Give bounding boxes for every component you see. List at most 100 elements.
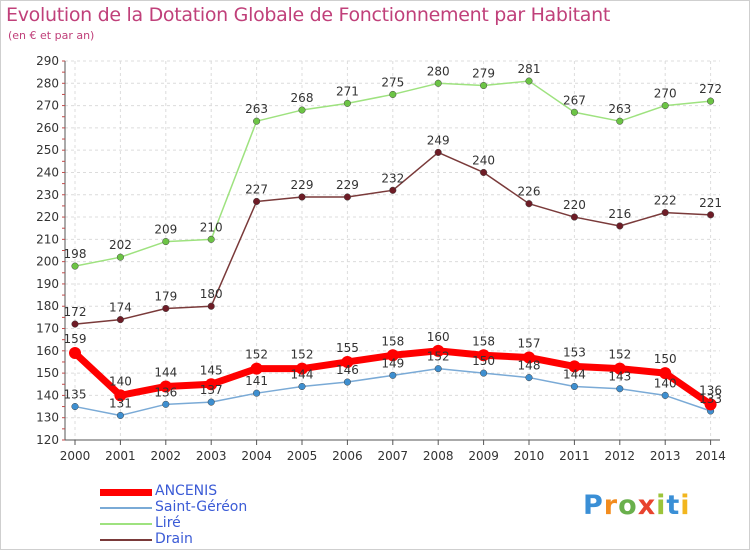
data-point bbox=[250, 362, 263, 375]
x-tick-label: 2007 bbox=[378, 449, 409, 463]
legend-swatch bbox=[100, 507, 152, 509]
data-label: 216 bbox=[608, 207, 631, 221]
data-label: 152 bbox=[245, 348, 268, 362]
data-point bbox=[341, 355, 354, 368]
data-label: 148 bbox=[518, 359, 541, 373]
data-point bbox=[389, 90, 397, 98]
y-tick-label: 140 bbox=[36, 388, 59, 402]
data-label: 159 bbox=[64, 332, 87, 346]
data-label: 144 bbox=[291, 367, 314, 381]
data-label: 144 bbox=[154, 365, 177, 379]
data-label: 131 bbox=[109, 396, 132, 410]
data-label: 267 bbox=[563, 93, 586, 107]
y-tick-label: 190 bbox=[36, 277, 59, 291]
data-label: 136 bbox=[699, 383, 722, 397]
data-point bbox=[159, 380, 172, 393]
data-label: 136 bbox=[154, 385, 177, 399]
data-label: 158 bbox=[472, 334, 495, 348]
chart-title: Evolution de la Dotation Globale de Fonc… bbox=[6, 4, 611, 26]
legend-label: Saint-Géréon bbox=[155, 499, 248, 515]
data-label: 227 bbox=[245, 182, 268, 196]
legend-item: Drain bbox=[100, 531, 340, 548]
data-label: 179 bbox=[154, 289, 177, 303]
data-label: 270 bbox=[654, 87, 677, 101]
x-tick-label: 2002 bbox=[151, 449, 182, 463]
y-tick-label: 130 bbox=[36, 411, 59, 425]
legend: ANCENIS Saint-Géréon Liré Drain bbox=[100, 483, 340, 548]
data-label: 160 bbox=[427, 330, 450, 344]
axes: 120 130 140 150 160 170 180 190 200 210 220 230 240 2… bbox=[36, 54, 726, 463]
x-tick-label: 2014 bbox=[695, 449, 726, 463]
proxiti-logo: Proxiti bbox=[583, 490, 691, 521]
legend-label: Drain bbox=[155, 531, 193, 547]
data-point bbox=[568, 360, 581, 373]
data-point bbox=[480, 168, 488, 177]
data-label: 209 bbox=[154, 223, 177, 237]
data-label: 229 bbox=[291, 178, 314, 192]
data-label: 145 bbox=[200, 363, 223, 377]
data-point bbox=[298, 106, 306, 114]
data-point bbox=[298, 382, 306, 391]
legend-swatch bbox=[100, 489, 152, 496]
data-point bbox=[253, 117, 261, 125]
x-tick-label: 2010 bbox=[514, 449, 545, 463]
data-label: 149 bbox=[381, 356, 404, 370]
data-label: 229 bbox=[336, 178, 359, 192]
data-label: 263 bbox=[245, 102, 268, 116]
data-point bbox=[480, 369, 488, 377]
data-point bbox=[207, 398, 215, 406]
data-point bbox=[525, 200, 533, 208]
data-point bbox=[434, 148, 442, 156]
data-label: 279 bbox=[472, 67, 495, 81]
data-label: 153 bbox=[563, 345, 586, 359]
legend-swatch bbox=[100, 539, 152, 541]
y-tick-label: 230 bbox=[36, 188, 59, 202]
x-tick-label: 2001 bbox=[105, 449, 136, 463]
data-label: 157 bbox=[518, 337, 541, 351]
legend-item: Liré bbox=[100, 515, 340, 532]
legend-item: ANCENIS bbox=[100, 483, 340, 500]
data-point bbox=[116, 316, 124, 324]
data-labels: 159 140 144 145 152 152 155 158 160 158 157 153 152 1… bbox=[64, 62, 723, 410]
data-point bbox=[205, 378, 218, 391]
data-label: 271 bbox=[336, 84, 359, 98]
data-point bbox=[162, 400, 170, 408]
data-point bbox=[386, 349, 399, 362]
y-tick-label: 260 bbox=[36, 121, 59, 135]
data-point bbox=[570, 382, 578, 391]
legend-item: Saint-Géréon bbox=[100, 499, 340, 516]
x-tick-label: 2006 bbox=[332, 449, 363, 463]
y-tick-label: 120 bbox=[36, 433, 59, 447]
series-lines bbox=[69, 77, 717, 420]
data-label: 158 bbox=[381, 334, 404, 348]
y-tick-label: 250 bbox=[36, 143, 59, 157]
data-point bbox=[207, 302, 215, 310]
data-point bbox=[298, 193, 306, 201]
data-point bbox=[616, 222, 624, 230]
data-point bbox=[434, 365, 442, 373]
x-tick-label: 2009 bbox=[468, 449, 499, 463]
data-label: 240 bbox=[472, 153, 495, 167]
x-tick-label: 2013 bbox=[650, 449, 681, 463]
data-label: 198 bbox=[64, 247, 87, 261]
legend-swatch bbox=[100, 523, 152, 525]
y-tick-label: 270 bbox=[36, 99, 59, 113]
x-tick-label: 2003 bbox=[196, 449, 227, 463]
data-point bbox=[477, 349, 490, 362]
data-point bbox=[616, 117, 624, 125]
data-point bbox=[661, 209, 669, 217]
chart-subtitle: (en € et par an) bbox=[8, 29, 95, 42]
data-label: 280 bbox=[427, 64, 450, 78]
legend-label: ANCENIS bbox=[155, 483, 218, 499]
data-point bbox=[432, 344, 445, 357]
data-label: 275 bbox=[381, 75, 404, 89]
data-point bbox=[207, 235, 215, 243]
data-point bbox=[704, 398, 717, 411]
data-point bbox=[659, 367, 672, 380]
data-label: 174 bbox=[109, 301, 132, 315]
data-point bbox=[71, 403, 79, 411]
y-tick-label: 180 bbox=[36, 299, 59, 313]
data-label: 137 bbox=[200, 383, 223, 397]
y-tick-label: 280 bbox=[36, 76, 59, 90]
